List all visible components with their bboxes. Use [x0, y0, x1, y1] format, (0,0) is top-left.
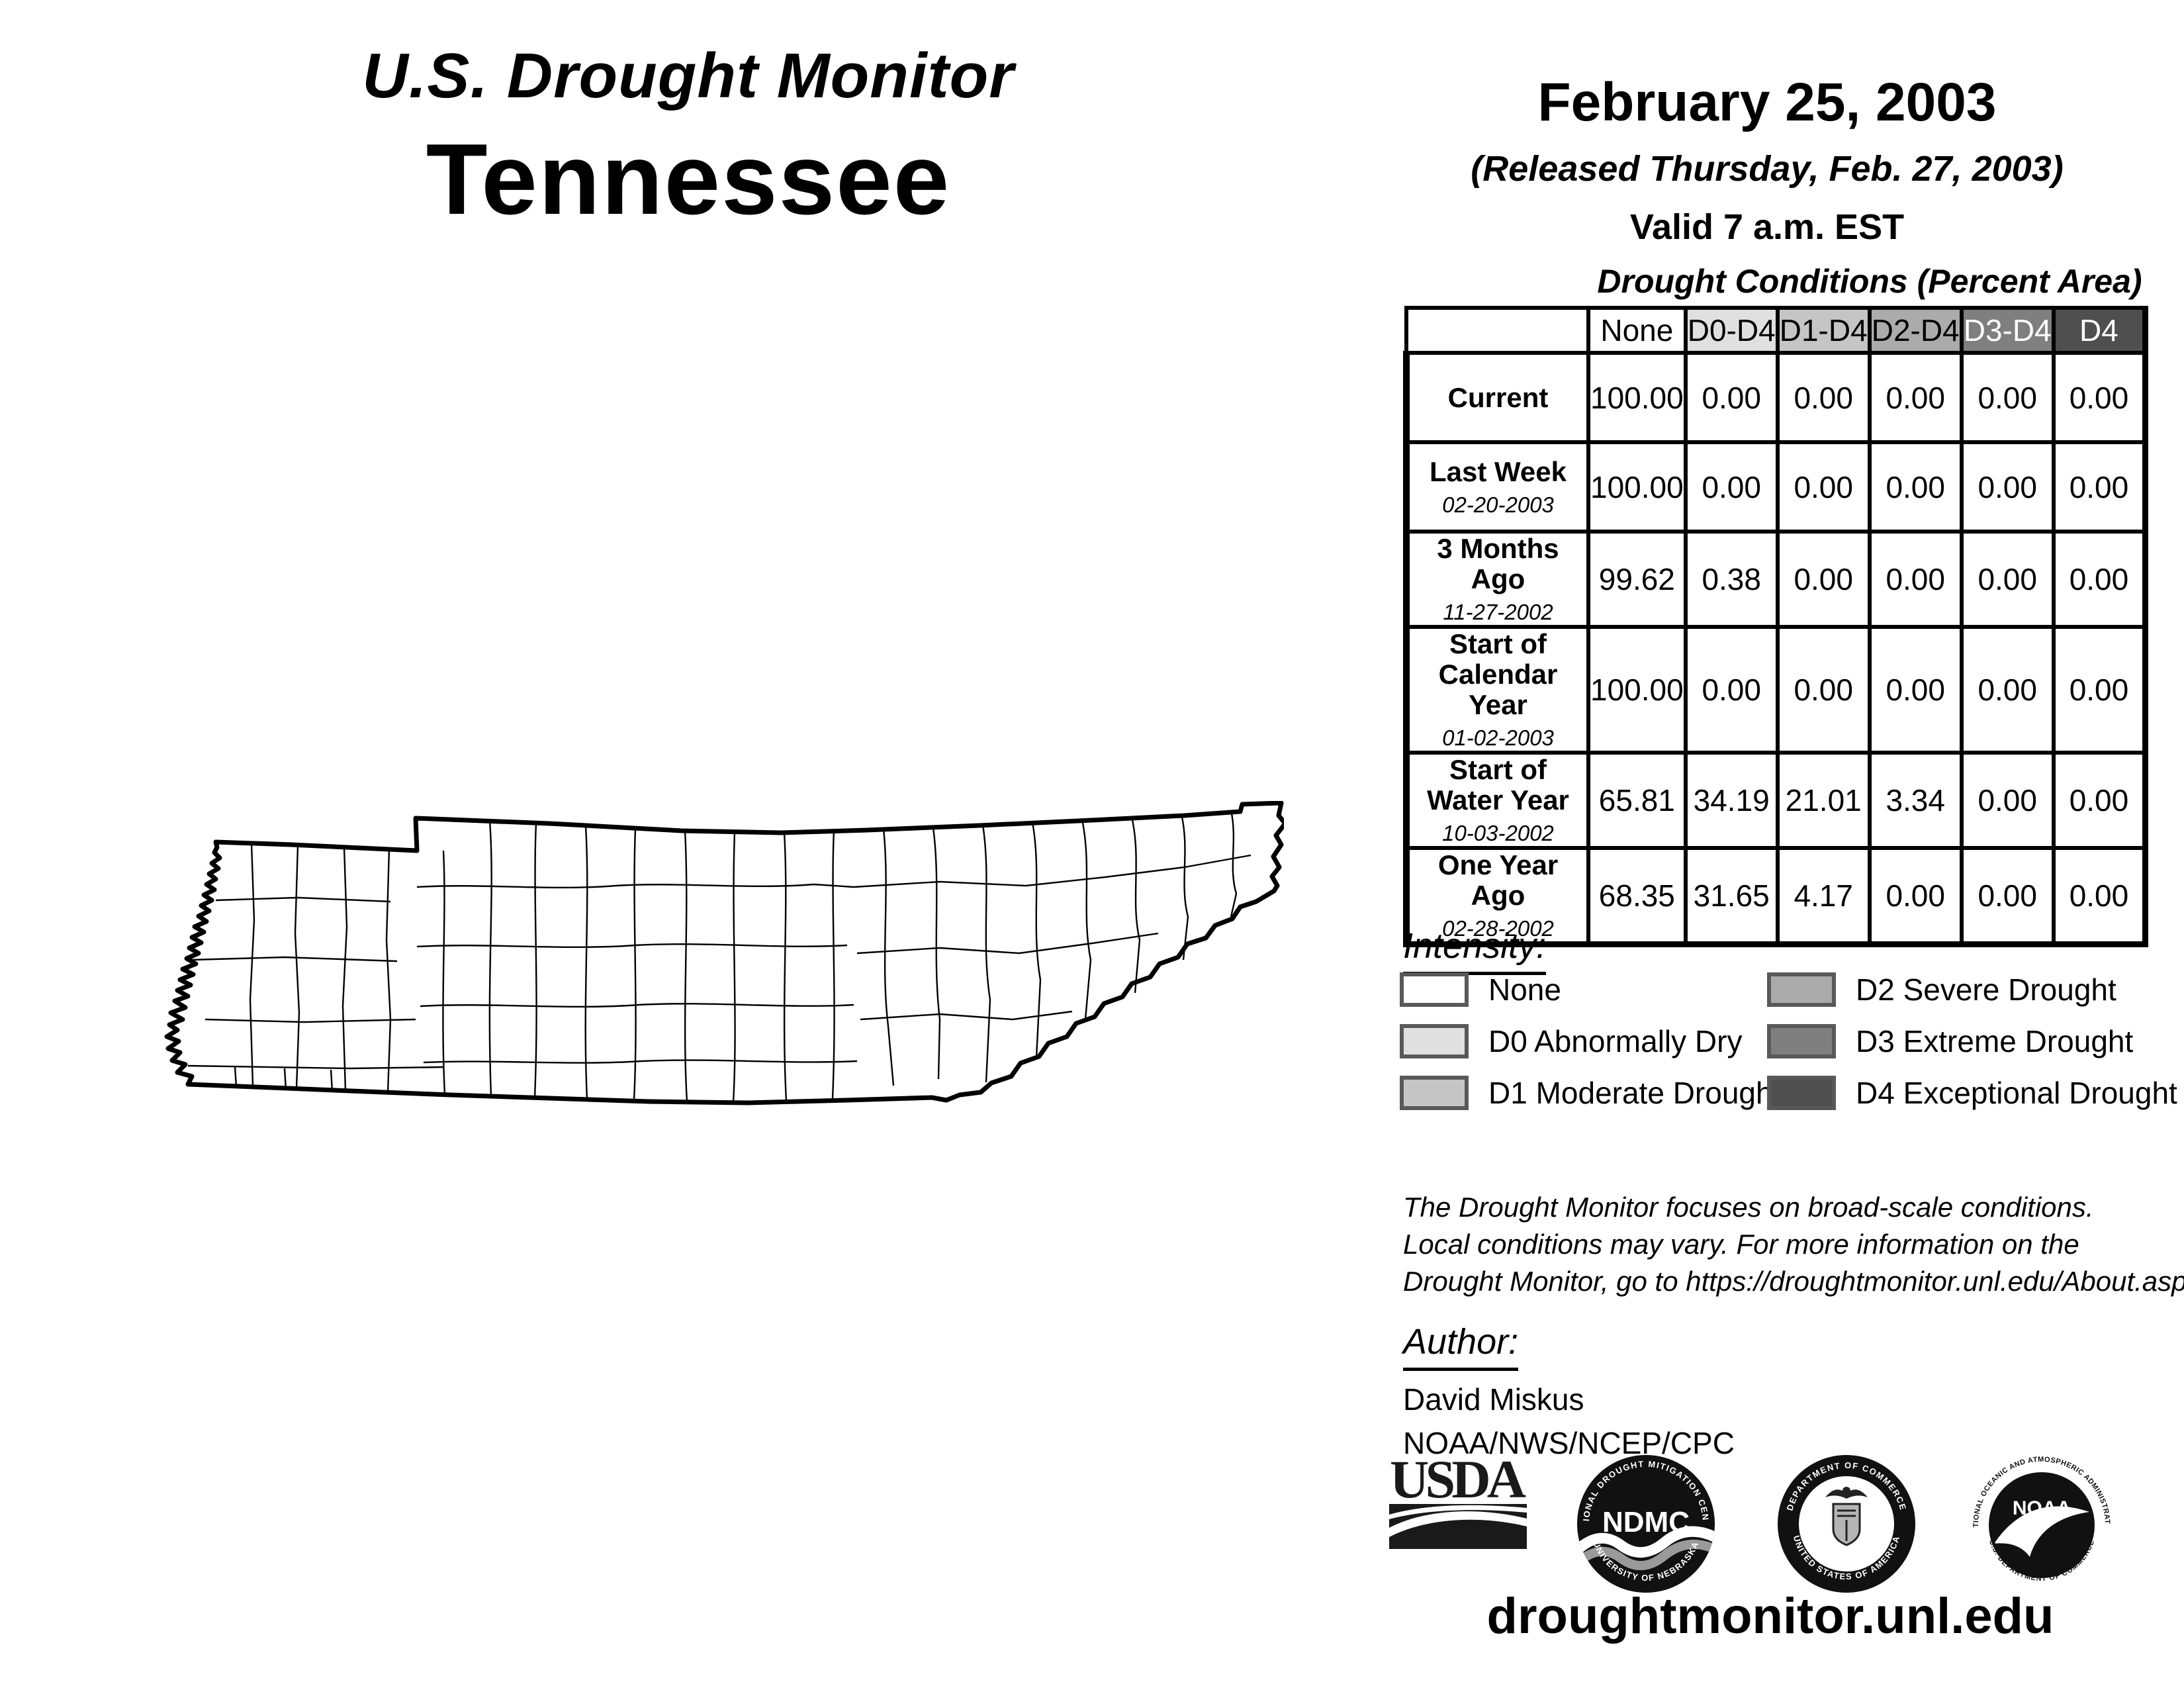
cell-value: 99.62: [1586, 530, 1688, 629]
legend-item-d1: D1 Moderate Drought: [1400, 1075, 1781, 1111]
table-header-row: None D0-D4 D1-D4 D2-D4 D3-D4 D4: [1404, 306, 2149, 355]
released-date: (Released Thursday, Feb. 27, 2003): [1471, 149, 2064, 189]
cell-value: 3.34: [1867, 751, 1964, 850]
noaa-wordmark: NOAA: [2013, 1497, 2071, 1519]
cell-value: 0.00: [2051, 751, 2149, 850]
cell-value: 0.00: [1683, 440, 1780, 534]
disclaimer: The Drought Monitor focuses on broad-sca…: [1403, 1192, 2184, 1297]
usda-wordmark: USDA: [1390, 1454, 1526, 1509]
ndmc-wordmark: NDMC: [1602, 1506, 1690, 1538]
table-caption: Drought Conditions (Percent Area): [1597, 263, 2142, 300]
state-title: Tennessee: [426, 123, 951, 236]
row-label-start-water-year: Start of Water Year 10-03-2002: [1403, 751, 1590, 850]
cell-value: 0.00: [1867, 530, 1964, 629]
cell-value: 0.00: [2051, 530, 2149, 629]
tennessee-map: [164, 801, 1284, 1105]
usda-logo: USDA: [1389, 1454, 1527, 1549]
col-header-d1: D1-D4: [1775, 306, 1872, 355]
cell-value: 0.00: [1683, 625, 1780, 755]
cell-value: 0.38: [1683, 530, 1780, 629]
table-row: Start of Calendar Year 01-02-2003 100.00…: [1403, 625, 2149, 755]
cell-value: 100.00: [1586, 440, 1688, 534]
state-outline: [164, 801, 1284, 1105]
legend-swatch-d2: [1767, 972, 1836, 1007]
table-corner-cell: [1404, 306, 1590, 355]
cell-value: 0.00: [2051, 440, 2149, 534]
legend-swatch-d3: [1767, 1024, 1836, 1058]
county-boundaries: [187, 810, 1251, 1103]
legend-swatch-d1: [1400, 1076, 1469, 1110]
title-block: U.S. Drought Monitor Tennessee: [159, 40, 1218, 238]
cell-value: 0.00: [1683, 351, 1780, 444]
col-header-d3: D3-D4: [1959, 306, 2056, 355]
author-org: NOAA/NWS/NCEP/CPC: [1403, 1426, 1735, 1460]
noaa-logo: NOAA NATIONAL OCEANIC AND ATMOSPHERIC AD…: [1969, 1451, 2111, 1583]
cell-value: 0.00: [1959, 625, 2056, 755]
legend-item-d0: D0 Abnormally Dry: [1400, 1023, 1742, 1059]
author-heading: Author:: [1403, 1321, 1519, 1371]
date-block: February 25, 2003 (Released Thursday, Fe…: [1436, 71, 2098, 248]
cell-value: 0.00: [1959, 351, 2056, 444]
table-row: Start of Water Year 10-03-2002 65.81 34.…: [1403, 751, 2149, 850]
cell-value: 21.01: [1775, 751, 1872, 850]
row-label-3-months-ago: 3 Months Ago 11-27-2002: [1403, 530, 1590, 629]
cell-value: 0.00: [1867, 440, 1964, 534]
cell-value: 0.00: [1775, 625, 1872, 755]
legend-item-none: None: [1400, 972, 1561, 1008]
cell-value: 34.19: [1683, 751, 1780, 850]
table-row: Current 100.00 0.00 0.00 0.00 0.00 0.00: [1403, 351, 2149, 444]
cell-value: 68.35: [1586, 846, 1688, 947]
col-header-none: None: [1586, 306, 1688, 355]
row-label-start-calendar-year: Start of Calendar Year 01-02-2003: [1403, 625, 1590, 755]
cell-value: 100.00: [1586, 625, 1688, 755]
legend-swatch-none: [1400, 972, 1469, 1007]
cell-value: 0.00: [1867, 351, 1964, 444]
table-row: One Year Ago 02-28-2002 68.35 31.65 4.17…: [1403, 846, 2149, 947]
cell-value: 0.00: [1775, 530, 1872, 629]
row-label-one-year-ago: One Year Ago 02-28-2002: [1403, 846, 1590, 947]
cell-value: 0.00: [1775, 440, 1872, 534]
doc-eagle-and-shield: [1825, 1487, 1868, 1546]
cell-value: 0.00: [1775, 351, 1872, 444]
table-row: Last Week 02-20-2003 100.00 0.00 0.00 0.…: [1403, 440, 2149, 534]
author-name: David Miskus: [1403, 1382, 1584, 1417]
department-of-commerce-seal: DEPARTMENT OF COMMERCE UNITED STATES OF …: [1778, 1455, 1915, 1593]
col-header-d2: D2-D4: [1867, 306, 1964, 355]
drought-conditions-table: None D0-D4 D1-D4 D2-D4 D3-D4 D4 Current …: [1403, 306, 2149, 947]
ndmc-logo: NDMC NATIONAL DROUGHT MITIGATION CENTER …: [1573, 1451, 1715, 1593]
cell-value: 0.00: [1867, 625, 1964, 755]
cell-value: 4.17: [1775, 846, 1872, 947]
cell-value: 0.00: [1959, 440, 2056, 534]
cell-value: 0.00: [1867, 846, 1964, 947]
drought-monitor-url: droughtmonitor.unl.edu: [1486, 1588, 2054, 1644]
cell-value: 0.00: [1959, 846, 2056, 947]
legend-swatch-d0: [1400, 1024, 1469, 1058]
cell-value: 0.00: [1959, 751, 2056, 850]
cell-value: 0.00: [2051, 625, 2149, 755]
cell-value: 0.00: [1959, 530, 2056, 629]
cell-value: 65.81: [1586, 751, 1688, 850]
row-label-current: Current: [1403, 351, 1590, 444]
col-header-d0: D0-D4: [1683, 306, 1780, 355]
table-row: 3 Months Ago 11-27-2002 99.62 0.38 0.00 …: [1403, 530, 2149, 629]
legend-item-d3: D3 Extreme Drought: [1767, 1023, 2133, 1059]
row-label-last-week: Last Week 02-20-2003: [1403, 440, 1590, 534]
cell-value: 31.65: [1683, 846, 1780, 947]
cell-value: 0.00: [2051, 846, 2149, 947]
legend-swatch-d4: [1767, 1076, 1836, 1110]
valid-time: Valid 7 a.m. EST: [1629, 207, 1905, 247]
col-header-d4: D4: [2051, 306, 2149, 355]
legend-item-d2: D2 Severe Drought: [1767, 972, 2116, 1008]
cell-value: 0.00: [2051, 351, 2149, 444]
report-title: U.S. Drought Monitor: [362, 40, 1015, 111]
map-date: February 25, 2003: [1537, 72, 1997, 132]
intensity-heading: Intensity:: [1403, 925, 1547, 975]
cell-value: 100.00: [1586, 351, 1688, 444]
legend-item-d4: D4 Exceptional Drought: [1767, 1075, 2177, 1111]
